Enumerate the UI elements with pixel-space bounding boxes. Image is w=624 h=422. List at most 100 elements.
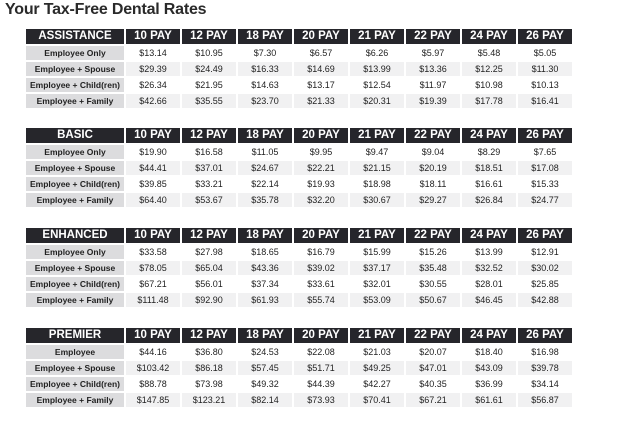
rate-cell: $34.14 (518, 377, 572, 391)
coverage-label: Employee + Spouse (26, 161, 124, 175)
column-header: 24 PAY (462, 128, 516, 143)
column-header: 24 PAY (462, 328, 516, 343)
rate-cell: $17.78 (462, 94, 516, 108)
rate-cell: $43.09 (462, 361, 516, 375)
rate-cell: $73.98 (182, 377, 236, 391)
coverage-label: Employee + Child(ren) (26, 177, 124, 191)
rate-cell: $44.41 (126, 161, 180, 175)
rate-cell: $24.77 (518, 193, 572, 207)
rate-cell: $15.33 (518, 177, 572, 191)
rate-cell: $42.88 (518, 293, 572, 307)
rate-cell: $13.17 (294, 78, 348, 92)
rate-cell: $42.66 (126, 94, 180, 108)
column-header: 18 PAY (238, 128, 292, 143)
rate-cell: $8.29 (462, 145, 516, 159)
rate-cell: $24.53 (238, 345, 292, 359)
coverage-label: Employee + Spouse (26, 361, 124, 375)
rate-cell: $55.74 (294, 293, 348, 307)
rate-cell: $35.55 (182, 94, 236, 108)
rate-cell: $12.91 (518, 245, 572, 259)
rate-cell: $5.05 (518, 46, 572, 60)
rate-cell: $61.93 (238, 293, 292, 307)
coverage-label: Employee + Child(ren) (26, 377, 124, 391)
table-row: Employee + Child(ren) $67.21 $56.01 $37.34 $… (26, 277, 572, 291)
rate-cell: $78.05 (126, 261, 180, 275)
rate-cell: $18.40 (462, 345, 516, 359)
rate-cell: $32.01 (350, 277, 404, 291)
plan-name: PREMIER (26, 328, 124, 343)
rate-cell: $56.87 (518, 393, 572, 407)
rate-cell: $53.09 (350, 293, 404, 307)
rate-cell: $19.93 (294, 177, 348, 191)
column-header: 22 PAY (406, 29, 460, 44)
rate-cell: $14.69 (294, 62, 348, 76)
table-row: Employee + Spouse $103.42 $86.18 $57.45 $51.… (26, 361, 572, 375)
rate-cell: $22.08 (294, 345, 348, 359)
rate-cell: $82.14 (238, 393, 292, 407)
rate-cell: $53.67 (182, 193, 236, 207)
column-header: 12 PAY (182, 228, 236, 243)
coverage-label: Employee + Family (26, 293, 124, 307)
rate-cell: $16.98 (518, 345, 572, 359)
rate-cell: $18.11 (406, 177, 460, 191)
rate-cell: $9.95 (294, 145, 348, 159)
rate-cell: $86.18 (182, 361, 236, 375)
rate-cell: $35.78 (238, 193, 292, 207)
column-header: 18 PAY (238, 228, 292, 243)
column-header: 22 PAY (406, 128, 460, 143)
table-header-row: BASIC 10 PAY 12 PAY 18 PAY 20 PAY 21 PAY 22 PA… (26, 128, 572, 143)
rate-cell: $50.67 (406, 293, 460, 307)
rate-cell: $49.32 (238, 377, 292, 391)
rate-cell: $16.58 (182, 145, 236, 159)
rate-cell: $30.02 (518, 261, 572, 275)
rate-cell: $7.30 (238, 46, 292, 60)
table-header-row: ENHANCED 10 PAY 12 PAY 18 PAY 20 PAY 21 PAY 22… (26, 228, 572, 243)
rate-cell: $30.55 (406, 277, 460, 291)
table-row: Employee + Family $64.40 $53.67 $35.78 $32.2… (26, 193, 572, 207)
rate-cell: $27.98 (182, 245, 236, 259)
rate-cell: $22.21 (294, 161, 348, 175)
rate-cell: $39.85 (126, 177, 180, 191)
rate-table-enhanced: ENHANCED 10 PAY 12 PAY 18 PAY 20 PAY 21 PAY 22… (24, 226, 574, 309)
column-header: 26 PAY (518, 228, 572, 243)
column-header: 26 PAY (518, 128, 572, 143)
rate-cell: $65.04 (182, 261, 236, 275)
rate-cell: $37.17 (350, 261, 404, 275)
column-header: 10 PAY (126, 228, 180, 243)
column-header: 20 PAY (294, 328, 348, 343)
column-header: 22 PAY (406, 328, 460, 343)
coverage-label: Employee + Family (26, 193, 124, 207)
coverage-label: Employee (26, 345, 124, 359)
rate-cell: $10.95 (182, 46, 236, 60)
rate-cell: $111.48 (126, 293, 180, 307)
rate-cell: $10.13 (518, 78, 572, 92)
rate-cell: $15.26 (406, 245, 460, 259)
rate-cell: $36.80 (182, 345, 236, 359)
rate-cell: $33.58 (126, 245, 180, 259)
plan-name: ENHANCED (26, 228, 124, 243)
column-header: 20 PAY (294, 128, 348, 143)
rate-cell: $56.01 (182, 277, 236, 291)
rate-cell: $88.78 (126, 377, 180, 391)
rate-cell: $33.61 (294, 277, 348, 291)
column-header: 12 PAY (182, 29, 236, 44)
column-header: 18 PAY (238, 29, 292, 44)
table-row: Employee Only $33.58 $27.98 $18.65 $16.79 $15… (26, 245, 572, 259)
table-header-row: PREMIER 10 PAY 12 PAY 18 PAY 20 PAY 21 PAY 22 … (26, 328, 572, 343)
column-header: 21 PAY (350, 128, 404, 143)
rate-cell: $16.41 (518, 94, 572, 108)
rate-cell: $123.21 (182, 393, 236, 407)
rate-cell: $22.14 (238, 177, 292, 191)
column-header: 21 PAY (350, 228, 404, 243)
rate-cell: $57.45 (238, 361, 292, 375)
coverage-label: Employee + Spouse (26, 62, 124, 76)
column-header: 10 PAY (126, 328, 180, 343)
table-row: Employee + Spouse $44.41 $37.01 $24.67 $22.2… (26, 161, 572, 175)
rate-cell: $28.01 (462, 277, 516, 291)
rate-cell: $20.07 (406, 345, 460, 359)
rate-cell: $24.67 (238, 161, 292, 175)
rate-cell: $15.99 (350, 245, 404, 259)
rate-cell: $19.39 (406, 94, 460, 108)
table-row: Employee + Family $111.48 $92.90 $61.93 $55.… (26, 293, 572, 307)
rate-cell: $39.78 (518, 361, 572, 375)
